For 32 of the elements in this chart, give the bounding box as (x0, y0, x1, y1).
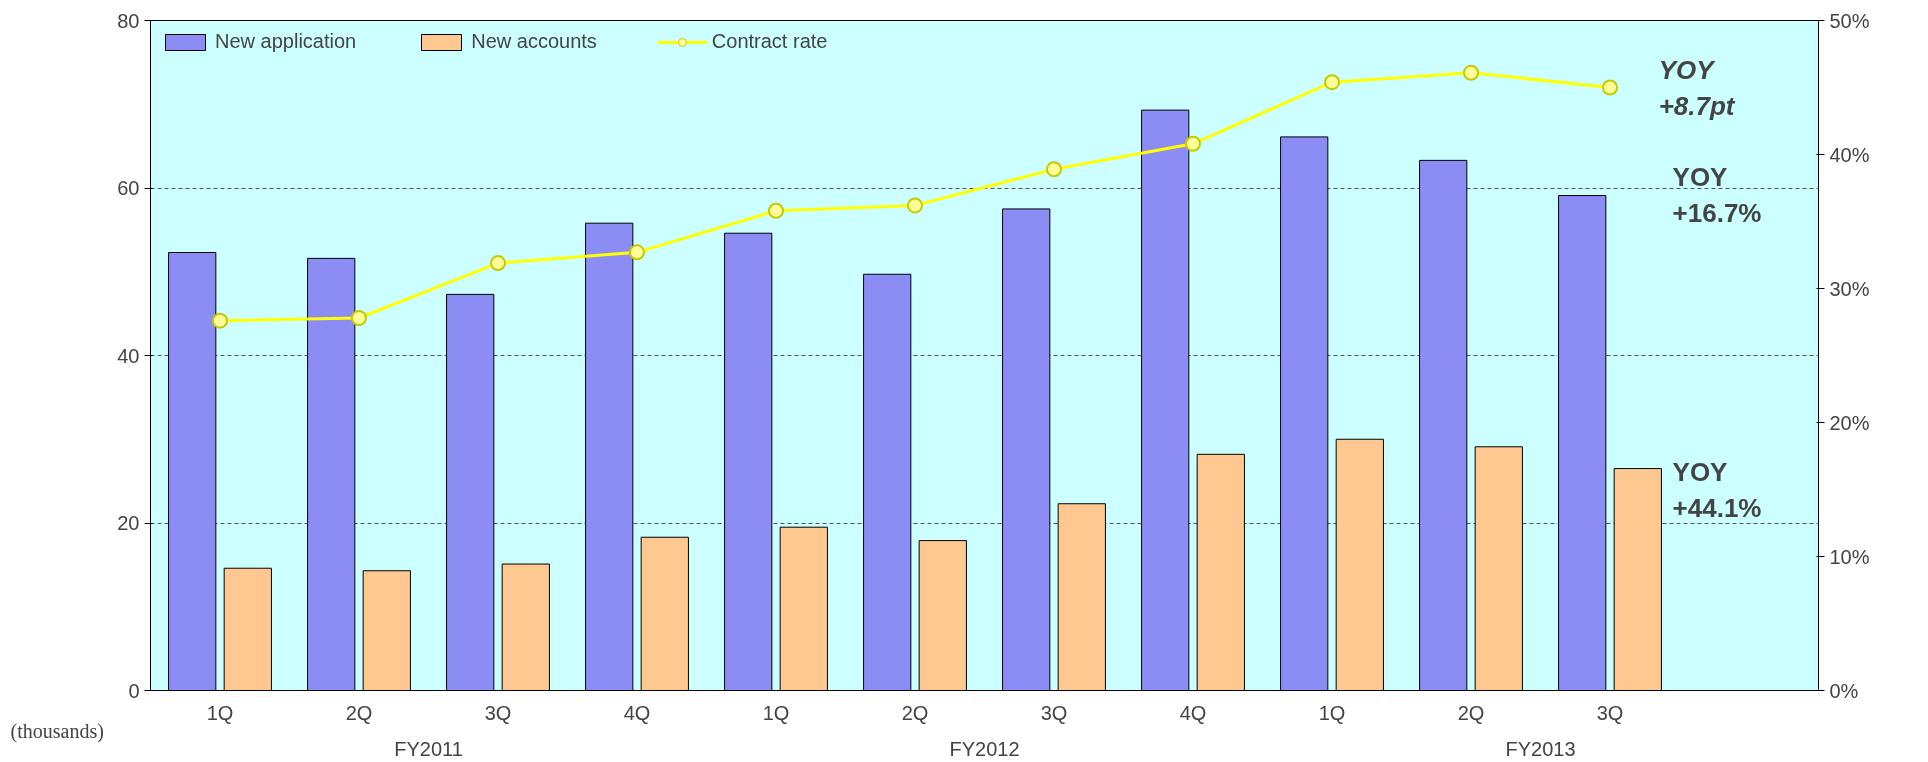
x-tick-label: 1Q (762, 701, 790, 724)
x-tick-label: 4Q (1179, 701, 1207, 724)
y2-tick-label: 40% (1829, 143, 1870, 166)
x-tick-label: 2Q (1457, 701, 1485, 724)
x-tick-label: 4Q (623, 701, 651, 724)
x-tick-label: 3Q (1040, 701, 1068, 724)
text: FY2013 (1505, 737, 1576, 760)
y2-tick-label: 0% (1829, 679, 1859, 702)
y-tick-label: 20 (117, 512, 140, 534)
legend-label: New accounts (471, 30, 597, 53)
annotation: YOY +8.7pt (1658, 54, 1736, 121)
x-tick-label: 2Q (901, 701, 929, 724)
text: FY2011 (394, 737, 463, 760)
x-tick-label: 2Q (345, 701, 373, 724)
x-tick-label: 3Q (484, 701, 512, 724)
y2-tick-label: 20% (1829, 411, 1870, 434)
y-tick-label: 0 (128, 679, 140, 702)
y2-tick-label: 30% (1829, 277, 1870, 300)
x-tick-label: 3Q (1596, 701, 1624, 724)
y2-tick-label: 50% (1829, 9, 1870, 32)
x-tick-label: 1Q (206, 701, 234, 724)
text: (thousands) (10, 719, 104, 743)
y-tick-label: 60 (117, 177, 140, 199)
text: FY2012 (949, 737, 1020, 760)
annotation: YOY +44.1% (1672, 456, 1762, 523)
annotation: YOY +16.7% (1672, 161, 1762, 228)
legend-label: New application (215, 30, 357, 53)
legend-label: Contract rate (711, 30, 828, 53)
y-tick-label: 80 (117, 9, 140, 32)
y2-tick-label: 10% (1829, 545, 1870, 568)
y-tick-label: 40 (117, 344, 140, 367)
x-tick-label: 1Q (1318, 701, 1346, 724)
